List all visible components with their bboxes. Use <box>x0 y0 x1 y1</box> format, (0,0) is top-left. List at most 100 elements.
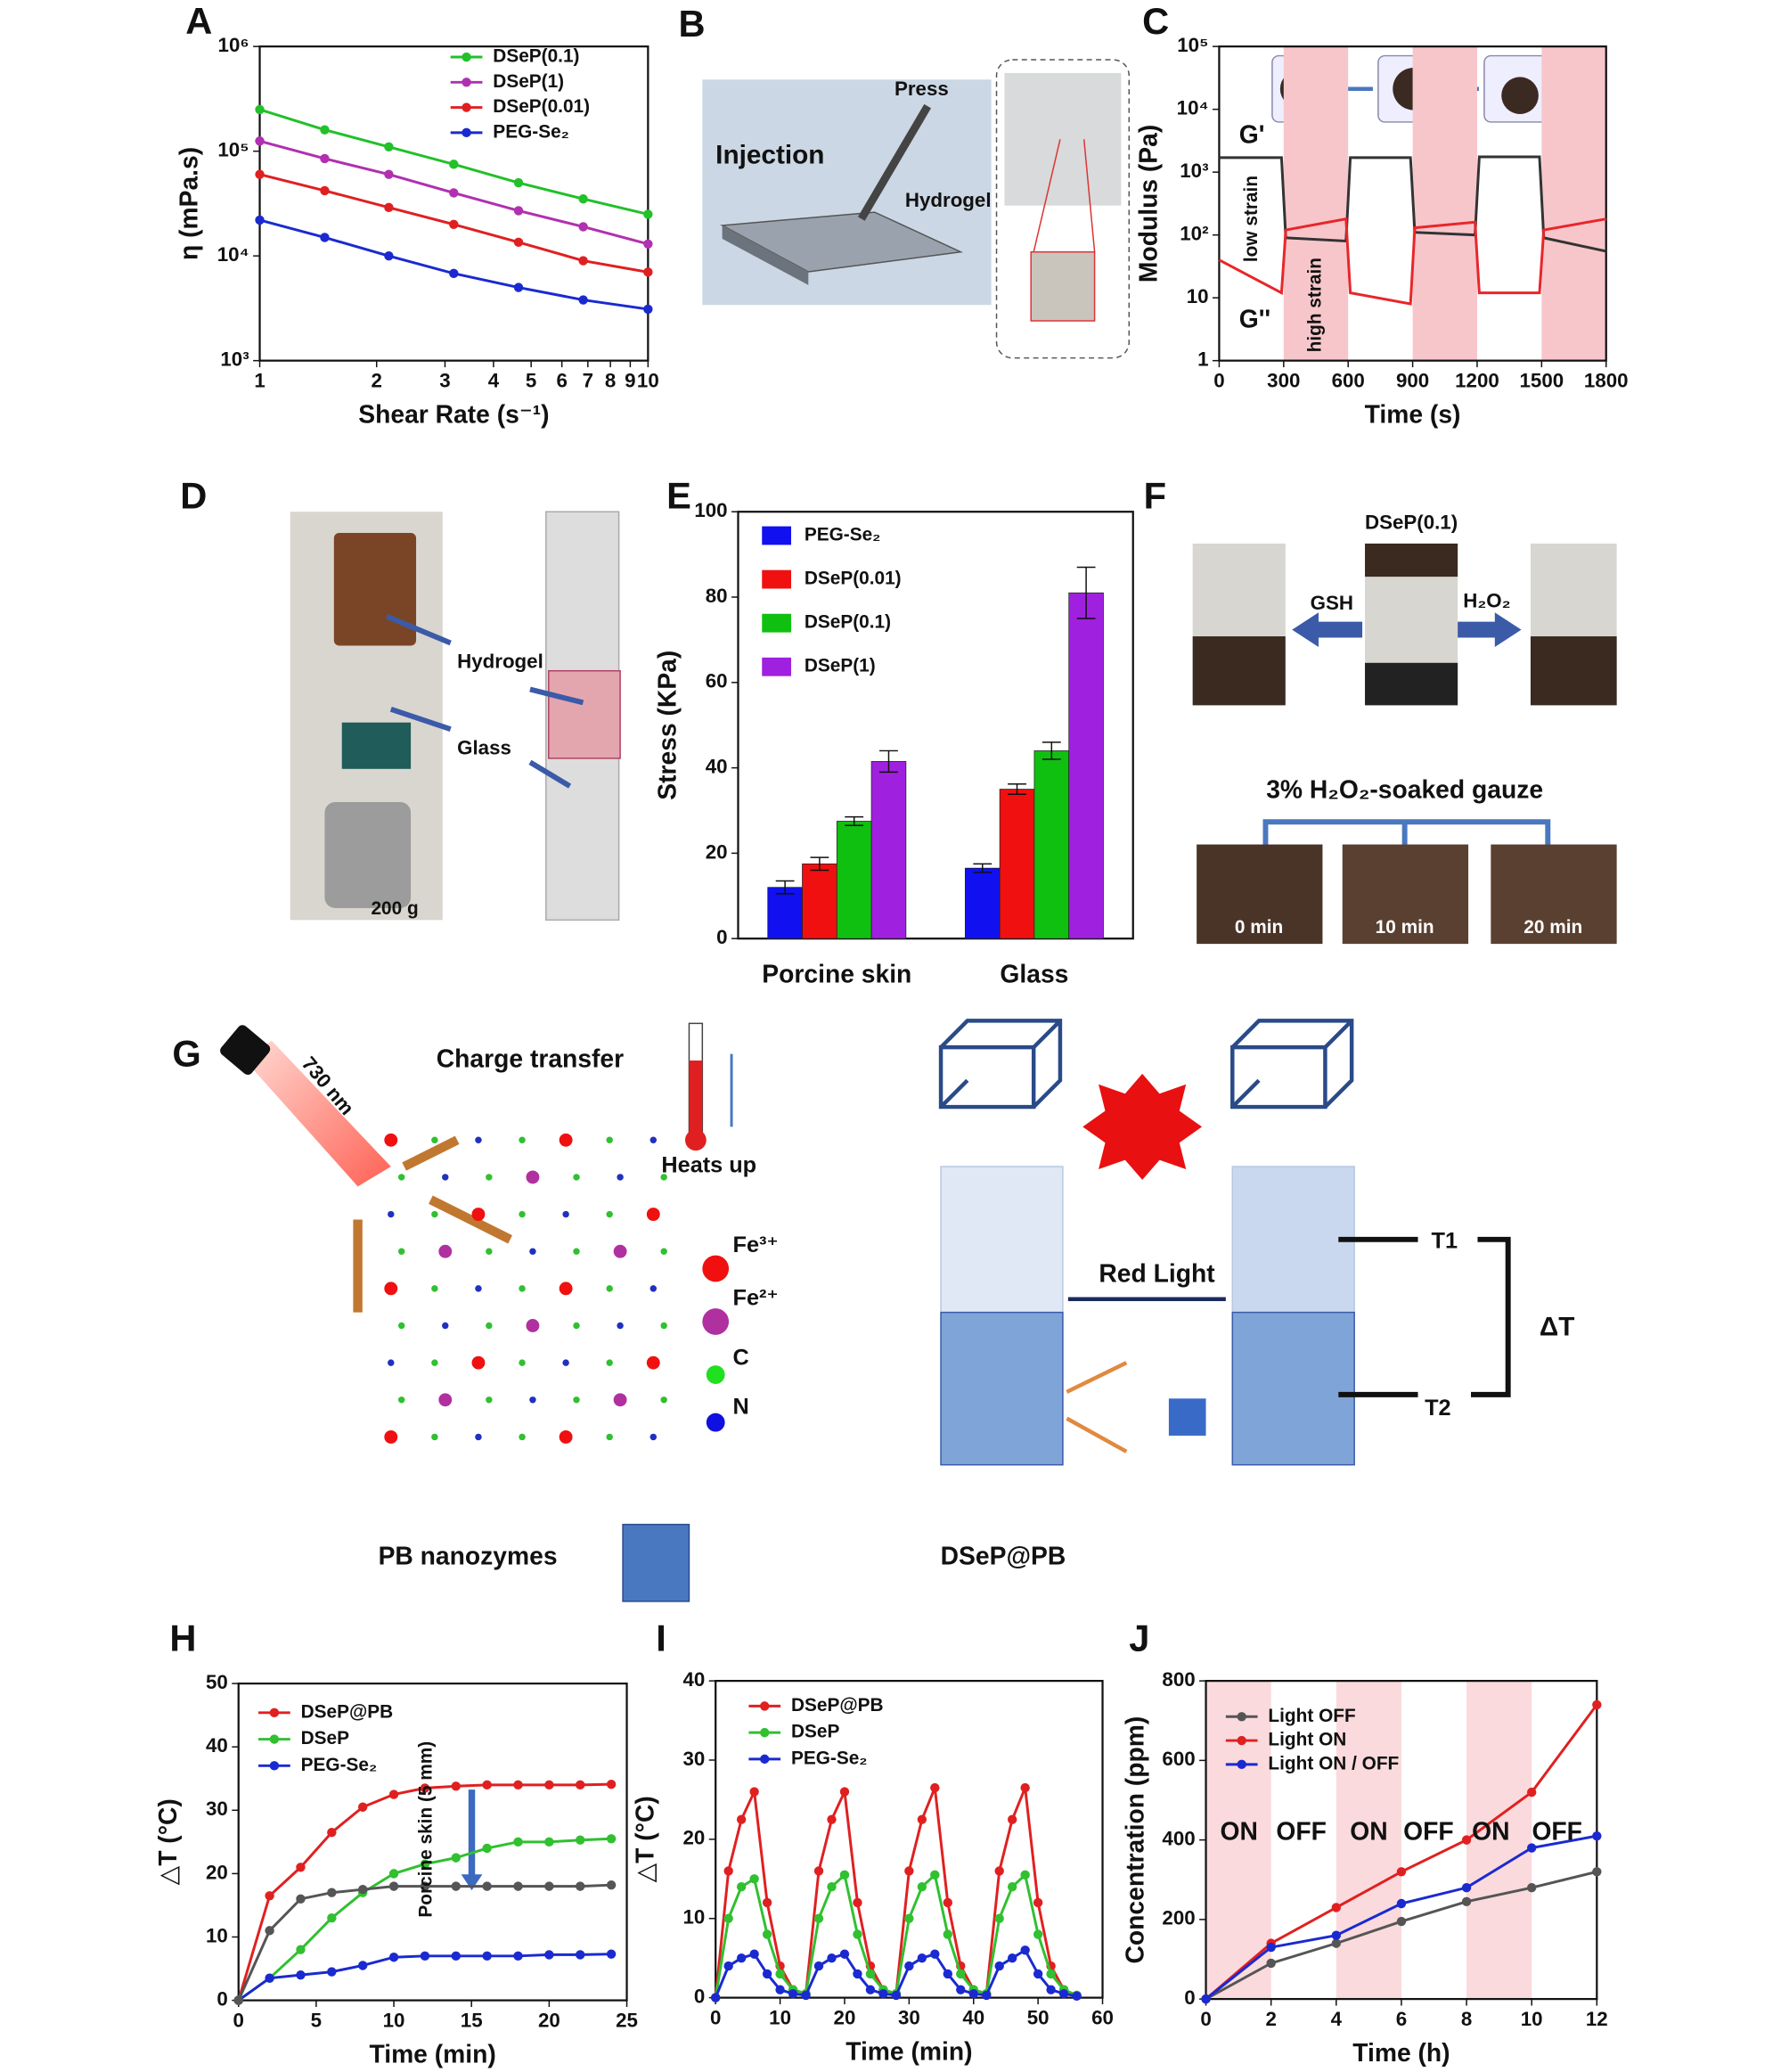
point <box>384 169 394 179</box>
lattice-dot <box>573 1248 580 1255</box>
x-tick-label: 6 <box>1396 2008 1407 2030</box>
arrow <box>386 613 584 789</box>
point <box>320 153 330 164</box>
annotation: ON <box>1221 1817 1258 1846</box>
y-tick-label: 20 <box>706 840 728 863</box>
lattice-dot <box>384 1282 398 1296</box>
point <box>1331 1938 1342 1948</box>
point <box>388 1869 399 1879</box>
point <box>736 1814 747 1824</box>
x-tick-label: 60 <box>1091 2006 1114 2028</box>
panel-letter: H <box>169 1617 196 1659</box>
hydrogel <box>333 533 417 646</box>
x-tick-label: 1200 <box>1455 369 1499 391</box>
y-tick-label: 200 <box>1162 1907 1195 1929</box>
panel-letter: D <box>180 474 207 516</box>
legend-marker <box>760 1701 770 1711</box>
y-axis-label: △T (°C) <box>153 1798 182 1885</box>
point <box>813 1913 824 1923</box>
point <box>762 1969 772 1979</box>
lattice-dot <box>475 1285 482 1292</box>
label: Charge transfer <box>437 1044 624 1072</box>
point <box>904 1961 914 1971</box>
point <box>513 283 524 292</box>
annotation: ON <box>1350 1817 1387 1846</box>
point <box>643 267 653 277</box>
y-tick-label: 100 <box>694 499 727 521</box>
y-axis-label: Stress (KPa) <box>653 651 682 800</box>
point <box>357 1884 368 1895</box>
legend-marker <box>462 78 471 87</box>
lattice-dot <box>559 1430 573 1444</box>
point <box>384 142 394 152</box>
label: 0 min <box>1235 917 1283 938</box>
lattice-dot <box>649 1285 658 1292</box>
point <box>1058 1988 1069 1999</box>
legend-marker <box>462 52 471 62</box>
point <box>1072 1991 1082 2002</box>
series-label: G' <box>1239 120 1265 149</box>
legend-text: Light ON <box>1268 1730 1346 1750</box>
photo <box>1004 72 1122 206</box>
point <box>296 1970 306 1980</box>
bar <box>1033 750 1070 939</box>
vial-cap <box>1365 662 1458 706</box>
point <box>827 1953 837 1963</box>
label: 20 min <box>1524 917 1582 938</box>
point <box>930 1870 940 1880</box>
arrow <box>353 1135 512 1313</box>
x-tick-label: 10 <box>1521 2008 1543 2030</box>
point <box>606 1834 617 1844</box>
point <box>388 1881 399 1891</box>
series-line <box>714 1787 1078 1998</box>
shaded-band <box>1205 1681 1271 2000</box>
x-tick-label: 1800 <box>1584 369 1629 391</box>
y-tick-label: 0 <box>694 1986 705 2008</box>
point <box>296 1863 306 1872</box>
lattice-dot <box>519 1210 526 1218</box>
point <box>1396 1916 1407 1927</box>
point <box>327 1967 337 1977</box>
lattice-dot <box>606 1433 613 1441</box>
annotation: OFF <box>1532 1817 1582 1846</box>
point <box>749 1874 759 1884</box>
legend-dot <box>706 1413 725 1432</box>
point <box>994 1866 1004 1876</box>
point <box>513 1780 523 1790</box>
point <box>449 268 459 279</box>
point <box>853 1969 862 1979</box>
x-tick-label: 4 <box>1331 2008 1343 2030</box>
label: 200 g <box>371 898 418 919</box>
label: Red Light <box>1099 1258 1215 1287</box>
lattice-dot <box>606 1136 613 1143</box>
vial-content <box>1365 543 1458 577</box>
vial-content <box>1192 636 1286 706</box>
point <box>1266 1958 1276 1969</box>
photo <box>1342 844 1469 945</box>
point <box>327 1888 337 1897</box>
x-tick-label: 9 <box>625 369 635 391</box>
lattice-dot <box>431 1433 438 1441</box>
point <box>576 1780 585 1790</box>
point <box>643 209 653 219</box>
label: Heats up <box>661 1153 756 1178</box>
label: DSeP@PB <box>941 1541 1066 1569</box>
annotation: OFF <box>1276 1817 1327 1846</box>
lattice-dot <box>519 1285 526 1292</box>
legend-swatch <box>762 657 791 676</box>
y-axis-label: Modulus (Pa) <box>1134 125 1163 283</box>
label: 3% H₂O₂-soaked gauze <box>1266 775 1543 804</box>
point <box>1592 1699 1602 1710</box>
y-tick-label: 10⁴ <box>217 243 249 266</box>
label: Glass <box>457 736 511 758</box>
x-tick-label: 3 <box>439 369 450 391</box>
lattice-dot <box>475 1136 482 1143</box>
lattice-dot <box>442 1322 449 1330</box>
point <box>482 1881 492 1891</box>
point <box>1526 1787 1537 1798</box>
lattice-dot <box>388 1210 395 1218</box>
lattice-dot <box>573 1174 580 1181</box>
lattice-dot <box>617 1322 624 1330</box>
panel-f: F DSeP(0.1) GSH H₂O₂ 3% H₂O₂-soaked gauz… <box>1144 474 1617 945</box>
lattice-dot <box>573 1322 580 1330</box>
